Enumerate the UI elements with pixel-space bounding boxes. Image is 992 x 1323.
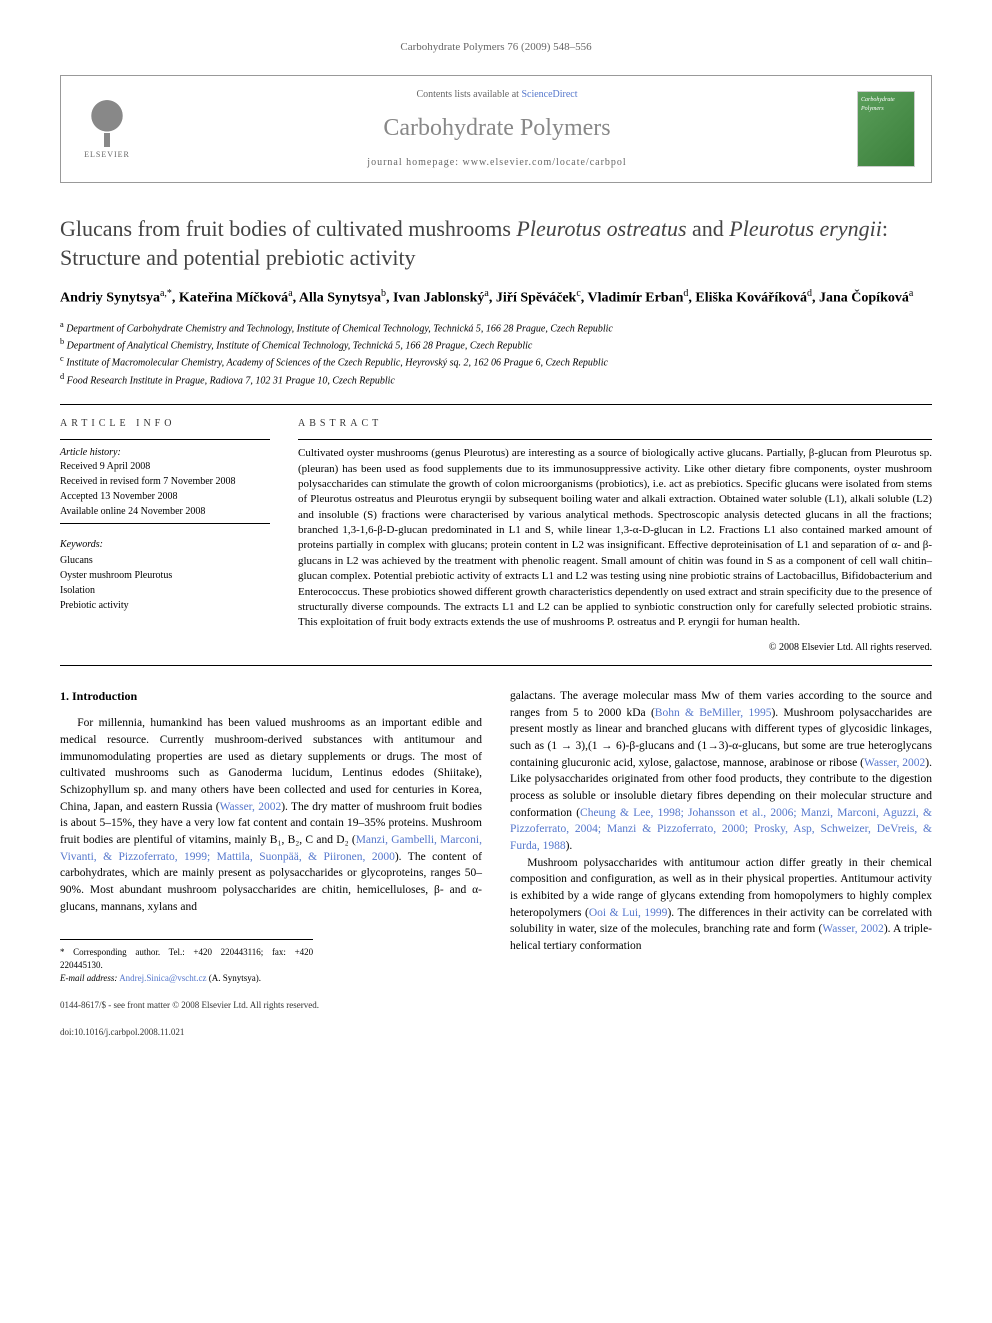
email-link[interactable]: Andrej.Sinica@vscht.cz xyxy=(119,973,206,983)
elsevier-tree-icon xyxy=(84,99,130,147)
history-line: Received in revised form 7 November 2008 xyxy=(60,475,270,489)
section-divider xyxy=(60,404,932,405)
contents-available-line: Contents lists available at ScienceDirec… xyxy=(137,88,857,102)
authors-list: Andriy Synytsyaa,*, Kateřina Míčkováa, A… xyxy=(60,286,932,309)
keywords-label: Keywords: xyxy=(60,538,270,552)
homepage-prefix: journal homepage: xyxy=(367,157,462,168)
article-info-heading: ARTICLE INFO xyxy=(60,417,270,431)
history-lines: Received 9 April 2008Received in revised… xyxy=(60,460,270,519)
footer-front-matter: 0144-8617/$ - see front matter © 2008 El… xyxy=(60,999,932,1012)
title-species-1: Pleurotus ostreatus xyxy=(516,216,686,241)
citation-link[interactable]: Wasser, 2002 xyxy=(822,923,884,935)
citation-link[interactable]: Wasser, 2002 xyxy=(220,801,282,813)
abstract-heading: ABSTRACT xyxy=(298,417,932,431)
header-center: Contents lists available at ScienceDirec… xyxy=(137,88,857,170)
keywords-list: GlucansOyster mushroom PleurotusIsolatio… xyxy=(60,554,270,613)
keyword-item: Glucans xyxy=(60,554,270,568)
sciencedirect-link[interactable]: ScienceDirect xyxy=(521,89,577,100)
title-text-2: and xyxy=(687,216,730,241)
corresponding-author-block: * Corresponding author. Tel.: +420 22044… xyxy=(60,939,313,985)
keywords-block: Keywords: GlucansOyster mushroom Pleurot… xyxy=(60,538,270,613)
body-text: ). xyxy=(566,840,573,852)
publisher-name: ELSEVIER xyxy=(84,149,130,160)
corresponding-line-1: * Corresponding author. Tel.: +420 22044… xyxy=(60,946,313,972)
introduction-heading: 1. Introduction xyxy=(60,688,482,705)
running-head: Carbohydrate Polymers 76 (2009) 548–556 xyxy=(60,40,932,55)
intro-paragraph-1: For millennia, humankind has been valued… xyxy=(60,715,482,915)
body-column-right: galactans. The average molecular mass Mw… xyxy=(510,688,932,986)
body-columns: 1. Introduction For millennia, humankind… xyxy=(60,688,932,986)
history-line: Accepted 13 November 2008 xyxy=(60,490,270,504)
abstract-column: ABSTRACT Cultivated oyster mushrooms (ge… xyxy=(298,417,932,655)
keyword-item: Oyster mushroom Pleurotus xyxy=(60,569,270,583)
email-suffix: (A. Synytsya). xyxy=(209,973,261,983)
abstract-text: Cultivated oyster mushrooms (genus Pleur… xyxy=(298,446,932,631)
affiliations: a Department of Carbohydrate Chemistry a… xyxy=(60,319,932,388)
history-line: Available online 24 November 2008 xyxy=(60,505,270,519)
history-label: Article history: xyxy=(60,446,270,460)
article-info-column: ARTICLE INFO Article history: Received 9… xyxy=(60,417,270,655)
journal-name: Carbohydrate Polymers xyxy=(137,112,857,146)
body-divider xyxy=(60,665,932,666)
keyword-item: Prebiotic activity xyxy=(60,599,270,613)
history-line: Received 9 April 2008 xyxy=(60,460,270,474)
body-text: For millennia, humankind has been valued… xyxy=(60,717,482,812)
journal-header-box: ELSEVIER Contents lists available at Sci… xyxy=(60,75,932,183)
citation-link[interactable]: Wasser, 2002 xyxy=(864,757,925,769)
info-abstract-row: ARTICLE INFO Article history: Received 9… xyxy=(60,417,932,655)
intro-paragraph-1-cont: galactans. The average molecular mass Mw… xyxy=(510,688,932,855)
keyword-item: Isolation xyxy=(60,584,270,598)
affiliation-line: a Department of Carbohydrate Chemistry a… xyxy=(60,319,932,336)
homepage-url[interactable]: www.elsevier.com/locate/carbpol xyxy=(463,157,627,168)
title-species-2: Pleurotus eryngii xyxy=(729,216,882,241)
journal-cover-thumbnail xyxy=(857,91,915,167)
corresponding-email-line: E-mail address: Andrej.Sinica@vscht.cz (… xyxy=(60,972,313,985)
affiliation-line: b Department of Analytical Chemistry, In… xyxy=(60,336,932,353)
info-divider xyxy=(60,439,270,440)
info-divider-2 xyxy=(60,523,270,524)
affiliation-line: d Food Research Institute in Prague, Rad… xyxy=(60,371,932,388)
intro-paragraph-2: Mushroom polysaccharides with antitumour… xyxy=(510,855,932,955)
title-text-1: Glucans from fruit bodies of cultivated … xyxy=(60,216,516,241)
email-label: E-mail address: xyxy=(60,973,117,983)
affiliation-line: c Institute of Macromolecular Chemistry,… xyxy=(60,353,932,370)
body-column-left: 1. Introduction For millennia, humankind… xyxy=(60,688,482,986)
abstract-copyright: © 2008 Elsevier Ltd. All rights reserved… xyxy=(298,641,932,655)
homepage-line: journal homepage: www.elsevier.com/locat… xyxy=(137,156,857,170)
footer-doi: doi:10.1016/j.carbpol.2008.11.021 xyxy=(60,1026,932,1039)
elsevier-logo: ELSEVIER xyxy=(77,94,137,164)
abstract-divider xyxy=(298,439,932,440)
citation-link[interactable]: Bohn & BeMiller, 1995 xyxy=(655,707,772,719)
contents-prefix: Contents lists available at xyxy=(416,89,521,100)
citation-link[interactable]: Ooi & Lui, 1999 xyxy=(589,907,668,919)
article-title: Glucans from fruit bodies of cultivated … xyxy=(60,215,932,272)
